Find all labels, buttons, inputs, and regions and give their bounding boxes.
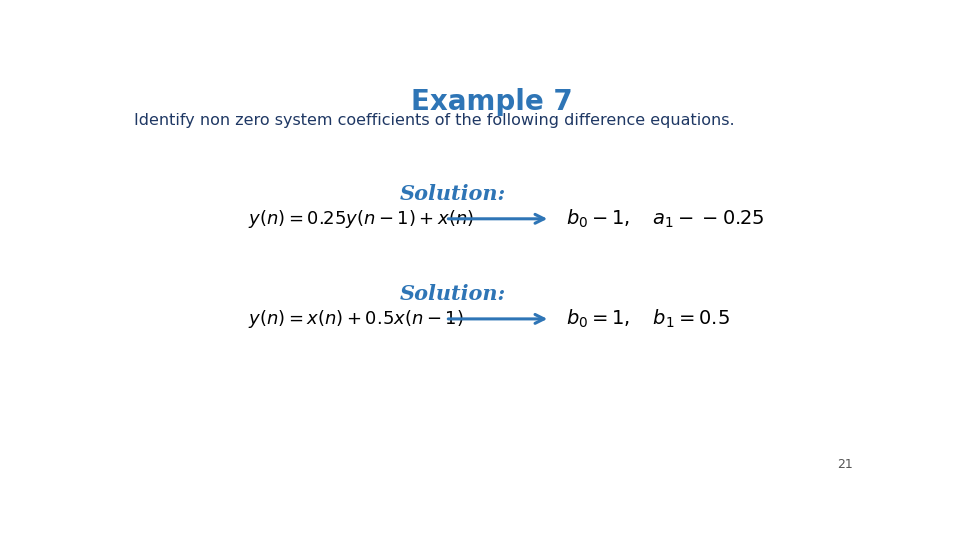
Text: $y(n) = x(n)+0.5x(n-1)$: $y(n) = x(n)+0.5x(n-1)$ [248,308,464,330]
Text: Example 7: Example 7 [411,88,573,116]
Text: Solution:: Solution: [400,184,506,204]
Text: $y(n) = 0.25y(n-1)+x(n)$: $y(n) = 0.25y(n-1)+x(n)$ [248,208,474,230]
Text: $b_0-1, \quad a_1--0.25$: $b_0-1, \quad a_1--0.25$ [565,208,764,230]
Text: $b_0=1, \quad b_1=0.5$: $b_0=1, \quad b_1=0.5$ [565,308,730,330]
Text: Identify non zero system coefficients of the following difference equations.: Identify non zero system coefficients of… [134,112,734,127]
Text: 21: 21 [836,458,852,471]
Text: Solution:: Solution: [400,284,506,304]
